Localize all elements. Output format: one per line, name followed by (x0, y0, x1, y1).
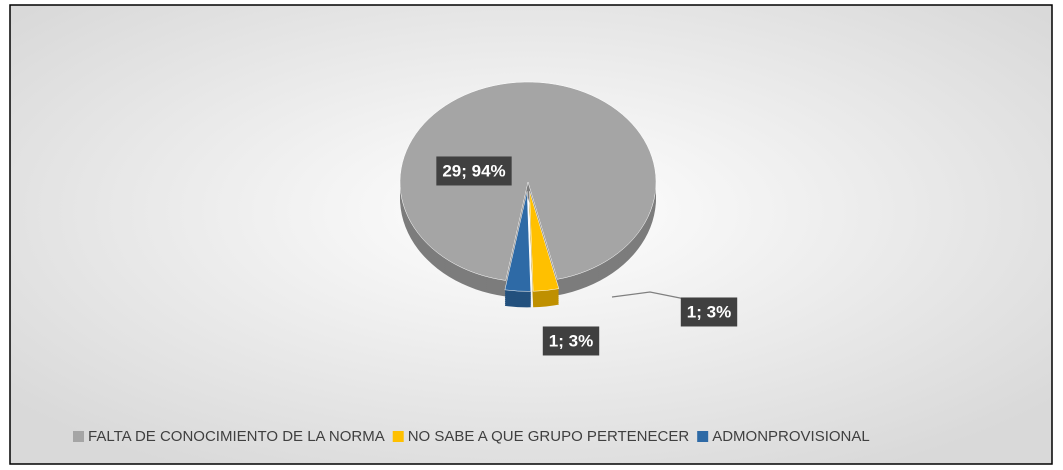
data-label-box (680, 297, 738, 327)
leader-line (611, 291, 691, 301)
data-label: 1; 3% (687, 302, 731, 321)
data-label: 29; 94% (442, 161, 505, 180)
slice (529, 191, 560, 292)
data-label-box (542, 326, 600, 356)
legend-label: ADMONPROVISIONAL (712, 428, 870, 445)
legend-swatch (392, 431, 404, 442)
legend-label: NO SABE A QUE GRUPO PERTENECER (408, 428, 690, 445)
legend-label: FALTA DE CONOCIMIENTO DE LA NORMA (88, 428, 385, 445)
data-label-box (436, 156, 512, 186)
slice (504, 191, 531, 292)
slice (399, 81, 657, 281)
legend-swatch (73, 431, 84, 442)
legend-swatch (697, 431, 709, 442)
data-label: 1; 3% (549, 331, 593, 350)
